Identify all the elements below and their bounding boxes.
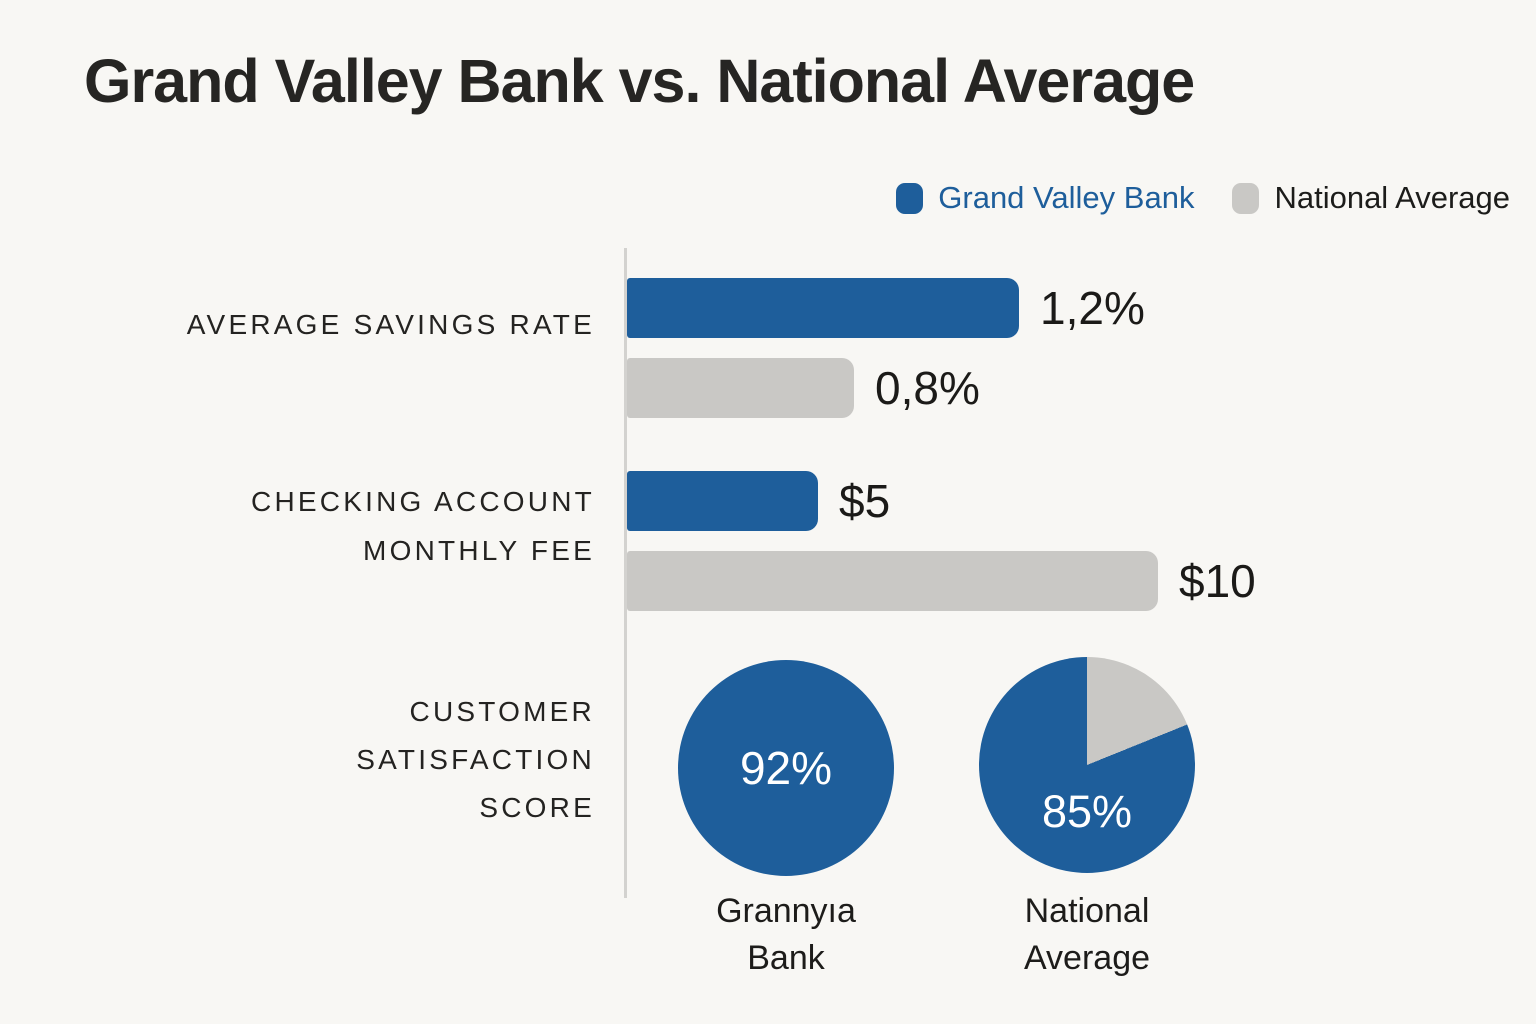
legend-item-grand-valley-bank: Grand Valley Bank: [896, 180, 1194, 216]
category-line: AVERAGE SAVINGS RATE: [186, 309, 595, 340]
pie-chart-national: 85%: [979, 657, 1195, 873]
legend-label-grand-valley-bank: Grand Valley Bank: [938, 180, 1195, 215]
bar-value-savings-national: 0,8%: [875, 362, 980, 414]
pie-caption-line: Bank: [747, 939, 825, 977]
bar-row-fee-grand-valley: $5: [627, 471, 890, 531]
bar-row-fee-national: $10: [627, 551, 1256, 611]
pie-caption-line: Grannyıa: [716, 892, 856, 930]
legend-swatch-gray-icon: [1232, 182, 1260, 214]
bar-fee-grand-valley: [627, 471, 818, 531]
legend-item-national-average: National Average: [1232, 180, 1510, 216]
legend-label-national-average: National Average: [1274, 180, 1510, 215]
bar-savings-national: [627, 358, 854, 418]
category-line: SCORE: [479, 792, 595, 823]
pie-value-grand-valley: 92%: [739, 742, 833, 794]
category-line: CUSTOMER: [409, 696, 595, 727]
legend: Grand Valley Bank National Average: [896, 176, 1510, 220]
category-line: SATISFACTION: [356, 744, 595, 775]
axis-line: [624, 248, 627, 898]
category-line: MONTHLY FEE: [363, 535, 595, 566]
pie-caption-line: National: [1024, 892, 1150, 930]
bar-value-fee-national: $10: [1179, 555, 1256, 607]
category-label-customer-satisfaction-score: CUSTOMER SATISFACTION SCORE: [0, 688, 595, 832]
category-label-checking-account-monthly-fee: CHECKING ACCOUNT MONTHLY FEE: [0, 477, 595, 575]
bar-value-savings-grand-valley: 1,2%: [1040, 282, 1145, 334]
legend-swatch-blue-icon: [896, 182, 924, 214]
category-line: CHECKING ACCOUNT: [251, 486, 595, 517]
pie-value-national: 85%: [1041, 786, 1133, 837]
bar-savings-grand-valley: [627, 278, 1019, 338]
category-label-average-savings-rate: AVERAGE SAVINGS RATE: [0, 303, 595, 347]
pie-caption-national: National Average: [947, 888, 1227, 982]
bar-value-fee-grand-valley: $5: [839, 475, 891, 527]
bar-fee-national: [627, 551, 1158, 611]
page-title: Grand Valley Bank vs. National Average: [84, 47, 1195, 115]
bar-row-savings-national: 0,8%: [627, 358, 980, 418]
bar-row-savings-grand-valley: 1,2%: [627, 278, 1145, 338]
pie-chart-grand-valley: 92%: [678, 660, 894, 876]
pie-caption-grand-valley: Grannyıa Bank: [646, 888, 926, 982]
pie-caption-line: Average: [1023, 939, 1151, 977]
